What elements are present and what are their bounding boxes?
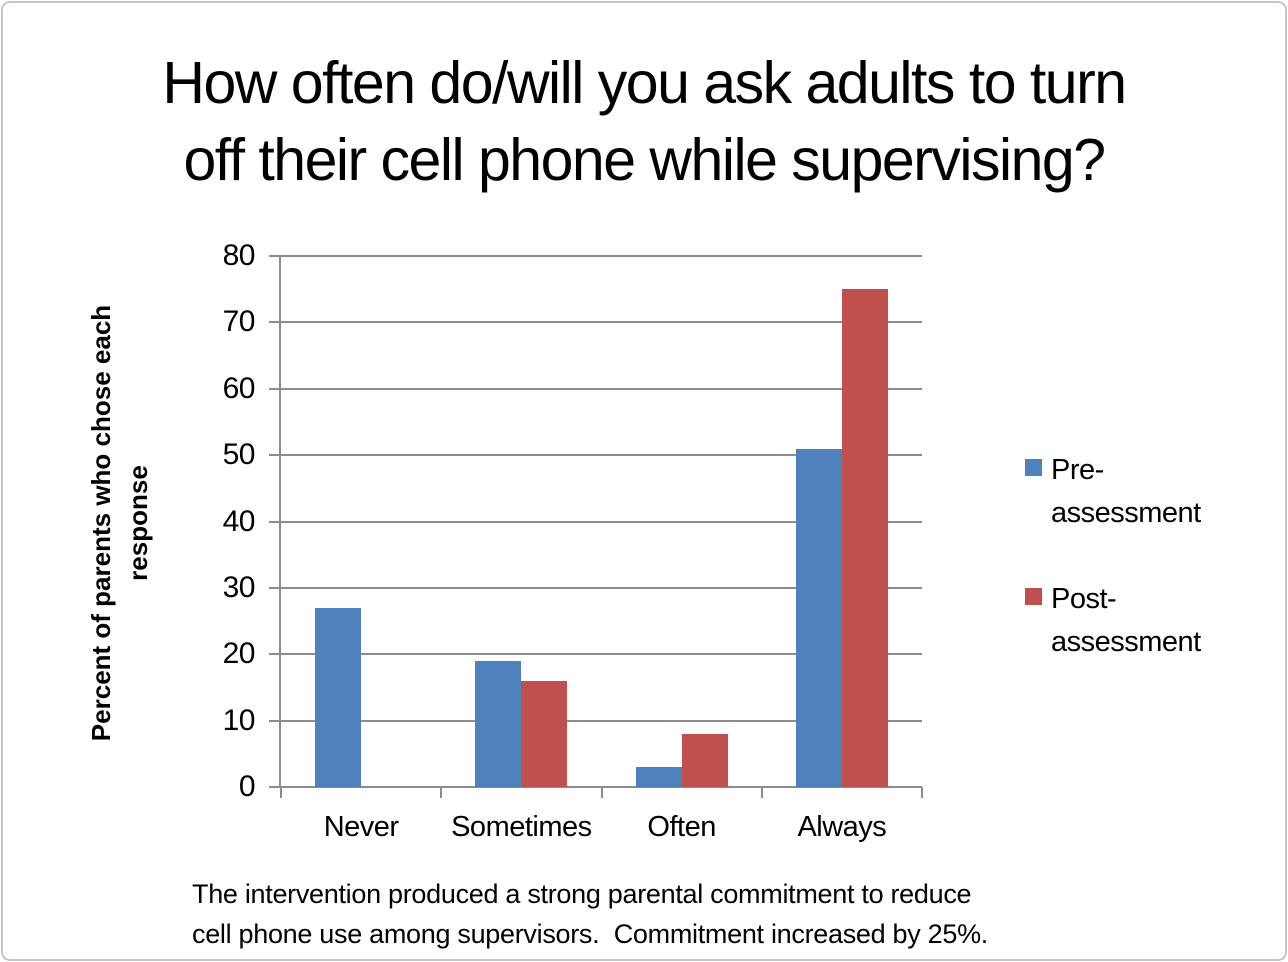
- legend-item-pre-assessment: Pre-assessment: [1025, 449, 1275, 535]
- gridline-80: [269, 255, 922, 257]
- y-tick-labels: 0 10 20 30 40 50 60 70 80: [143, 240, 256, 803]
- page-title: How often do/will you ask adults to turn…: [43, 45, 1245, 199]
- caption-line-1: The intervention produced a strong paren…: [192, 879, 972, 909]
- category-label-sometimes: Sometimes: [451, 811, 592, 843]
- x-tick-3: [760, 787, 763, 798]
- chart-legend: Pre-assessment Post-assessment: [1025, 449, 1275, 707]
- bar-group-always: [762, 256, 922, 787]
- bar-pre-assessment-always: [795, 448, 842, 787]
- bar-pre-assessment-sometimes: [475, 660, 522, 787]
- y-axis-label-line-1: Percent of parents who chose each: [86, 304, 116, 742]
- bar-post-assessment-often: [681, 733, 728, 787]
- bar-group-often: [602, 256, 762, 787]
- legend-label: Post-assessment: [1051, 583, 1201, 658]
- x-category-labels: Never Sometimes Often Always: [281, 811, 922, 844]
- y-tick-label-80: 80: [222, 239, 256, 272]
- bar-group-never: [281, 256, 441, 787]
- gridline-20: [269, 653, 922, 656]
- category-label-never: Never: [323, 811, 399, 843]
- caption-line-2: cell phone use among supervisors. Commit…: [192, 919, 988, 949]
- bar-pre-assessment-often: [635, 767, 682, 787]
- title-line-1: How often do/will you ask adults to turn: [162, 50, 1127, 116]
- bar-pre-assessment-never: [315, 607, 362, 787]
- category-label-often: Often: [647, 811, 716, 843]
- y-tick-label-10: 10: [222, 703, 256, 737]
- gridline-60: [269, 387, 922, 390]
- bar-post-assessment-sometimes: [521, 680, 568, 787]
- y-tick-label-60: 60: [222, 371, 256, 405]
- y-tick-label-30: 30: [222, 570, 256, 604]
- y-axis-line: [279, 256, 281, 787]
- gridline-50: [269, 454, 922, 457]
- x-tick-0: [280, 787, 282, 798]
- legend-label: Pre-assessment: [1051, 454, 1201, 529]
- y-tick-label-40: 40: [222, 504, 256, 538]
- legend-swatch-icon: [1025, 588, 1042, 605]
- y-tick-label-50: 50: [222, 438, 256, 472]
- y-tick-label-70: 70: [222, 305, 256, 339]
- y-tick-label-20: 20: [222, 637, 256, 671]
- x-tick-2: [600, 787, 603, 798]
- bar-post-assessment-always: [841, 289, 888, 787]
- bar-group-sometimes: [441, 256, 601, 787]
- caption: The intervention produced a strong paren…: [192, 874, 988, 954]
- x-tick-1: [440, 787, 443, 798]
- gridline-70: [269, 321, 922, 324]
- title-line-2: off their cell phone while supervising?: [183, 127, 1106, 193]
- gridline-0: [269, 786, 922, 788]
- gridline-40: [269, 520, 922, 523]
- legend-swatch-icon: [1025, 459, 1042, 476]
- plot-area: [269, 255, 923, 798]
- category-label-always: Always: [797, 811, 887, 843]
- x-tick-4: [921, 787, 923, 798]
- legend-item-post-assessment: Post-assessment: [1025, 578, 1275, 664]
- y-tick-label-0: 0: [238, 770, 256, 803]
- gridline-30: [269, 586, 922, 589]
- gridline-10: [269, 719, 922, 722]
